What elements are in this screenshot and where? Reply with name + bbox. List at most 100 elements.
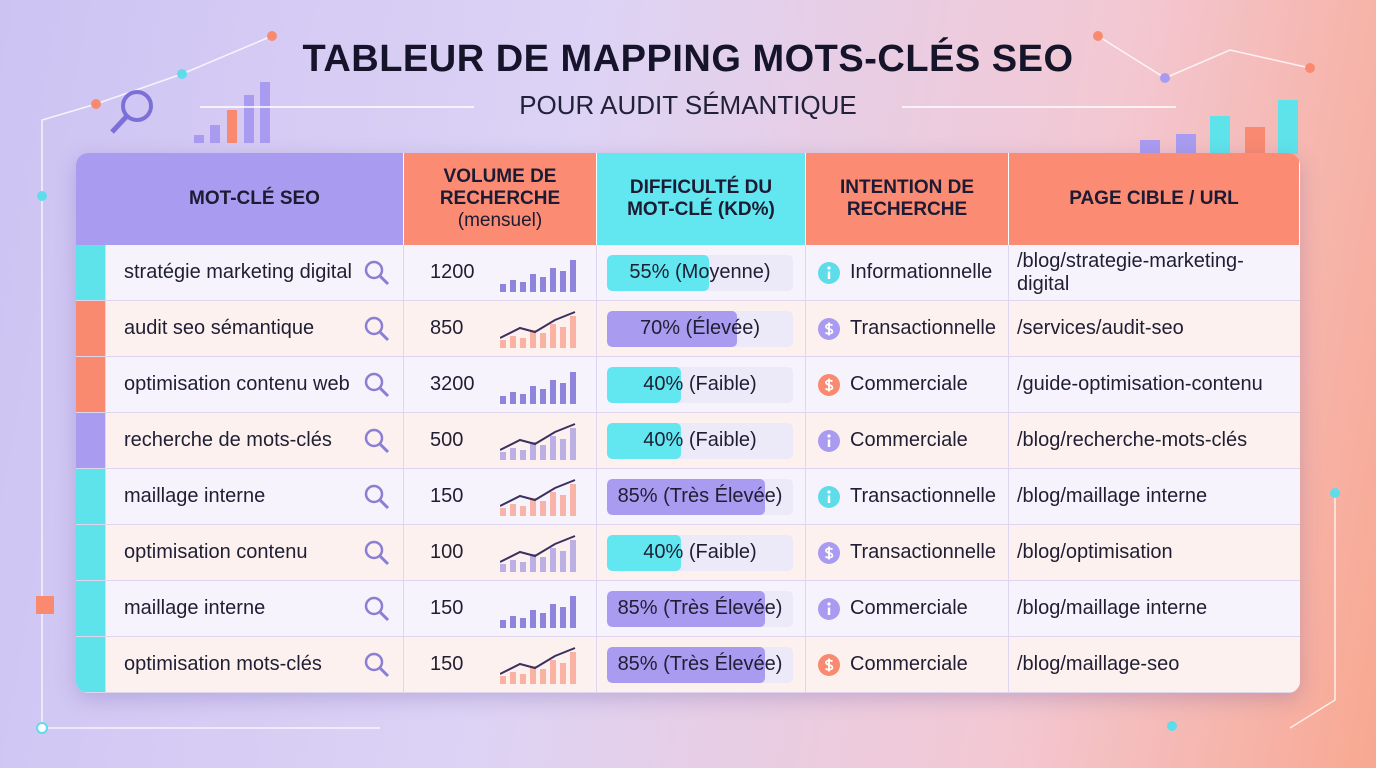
keyword-cell: stratégie marketing digital xyxy=(106,245,404,301)
intent: Commerciale xyxy=(850,597,968,619)
trend-bar xyxy=(510,503,516,516)
kd-bar-track: 40% (Faible) xyxy=(607,366,793,403)
url-cell: /guide-optimisation-contenu xyxy=(1009,357,1300,413)
keyword: maillage interne xyxy=(124,485,266,507)
intent: Commerciale xyxy=(850,373,968,395)
search-icon xyxy=(364,316,390,341)
header-cell: INTENTION DE RECHERCHE xyxy=(806,153,1009,245)
trend-bar xyxy=(530,665,536,684)
trend-bar xyxy=(510,335,516,348)
kd-label: 40% (Faible) xyxy=(643,541,757,563)
icon-dot xyxy=(827,489,831,494)
trend-line xyxy=(500,646,576,675)
keyword-cell: maillage interne xyxy=(106,581,404,637)
intent-icon xyxy=(818,261,840,284)
header-title: MOT-CLÉ SEO xyxy=(189,188,320,209)
handle xyxy=(378,554,390,565)
trend-bar xyxy=(500,619,506,628)
intent-icon xyxy=(818,653,840,676)
kd-bar xyxy=(607,534,682,571)
trend-line xyxy=(500,478,576,507)
url-cell: /blog/strategie-marketing-digital xyxy=(1009,245,1300,301)
lens xyxy=(364,540,384,559)
trend-bar xyxy=(570,539,576,572)
trend-bar xyxy=(570,595,576,628)
kd-cell: 40% (Faible) xyxy=(597,413,806,469)
kd-cell: 85% (Très Élevée) xyxy=(597,581,806,637)
keyword-cell: optimisation contenu xyxy=(106,525,404,581)
trend-bar xyxy=(550,379,556,404)
trend-bar xyxy=(520,561,526,572)
trend-bar xyxy=(540,444,546,460)
volume-cell: 150 xyxy=(404,637,597,693)
kd-bar xyxy=(607,646,766,683)
trend-line xyxy=(500,310,576,339)
volume: 3200 xyxy=(430,373,475,395)
trend-bar xyxy=(550,547,556,572)
kd-cell: 70% (Élevée) xyxy=(597,301,806,357)
trend-icon xyxy=(500,646,576,684)
lens xyxy=(364,428,384,447)
url-cell: /blog/maillage interne xyxy=(1009,581,1300,637)
url: /blog/strategie-marketing-digital xyxy=(1017,249,1244,295)
kd-cell: 85% (Très Élevée) xyxy=(597,637,806,693)
kd-label: 85% (Très Élevée) xyxy=(617,653,783,675)
trend-icon xyxy=(500,478,576,516)
trend-bar xyxy=(530,329,536,348)
volume: 150 xyxy=(430,597,464,619)
search-icon xyxy=(364,260,390,285)
keyword: stratégie marketing digital xyxy=(124,261,352,283)
icon-dollar xyxy=(824,378,834,391)
keyword: maillage interne xyxy=(124,597,266,619)
header-title: PAGE CIBLE / URL xyxy=(1069,188,1239,209)
trend-bar xyxy=(540,276,546,292)
row-accent xyxy=(76,581,106,637)
intent-icon xyxy=(818,373,840,396)
lens xyxy=(364,484,384,503)
trend-bar xyxy=(540,500,546,516)
kd-bar xyxy=(607,478,766,515)
intent-cell: Transactionnelle xyxy=(806,301,1009,357)
kd-bar-track: 85% (Très Élevée) xyxy=(607,590,793,627)
volume: 850 xyxy=(430,317,464,339)
url-cell: /blog/optimisation xyxy=(1009,525,1300,581)
kd-bar xyxy=(607,590,766,627)
trend-bar xyxy=(500,507,506,516)
url-cell: /blog/recherche-mots-clés xyxy=(1009,413,1300,469)
header-cell: DIFFICULTÉ DU MOT-CLÉ (KD%) xyxy=(597,153,806,245)
trend-icon xyxy=(500,534,576,572)
volume: 150 xyxy=(430,485,464,507)
lens xyxy=(364,372,384,391)
search-icon xyxy=(364,484,390,509)
keyword-cell: optimisation contenu web xyxy=(106,357,404,413)
icon-dot xyxy=(827,265,831,270)
trend-icon xyxy=(500,422,576,460)
trend-bar xyxy=(520,617,526,628)
kd-bar-track: 40% (Faible) xyxy=(607,534,793,571)
kd-bar xyxy=(607,422,682,459)
header-title: DIFFICULTÉ DU MOT-CLÉ (KD%) xyxy=(627,177,775,220)
url-cell: /blog/maillage interne xyxy=(1009,469,1300,525)
header-cell: MOT-CLÉ SEO xyxy=(106,153,404,245)
trend-bar xyxy=(540,556,546,572)
keyword-cell: recherche de mots-clés xyxy=(106,413,404,469)
trend-bar xyxy=(510,671,516,684)
trend-bar xyxy=(560,270,566,292)
volume: 500 xyxy=(430,429,464,451)
handle xyxy=(378,274,390,285)
kd-bar xyxy=(607,366,682,403)
header-cell: PAGE CIBLE / URL xyxy=(1009,153,1300,245)
kd-label: 40% (Faible) xyxy=(643,429,757,451)
trend-bar xyxy=(520,505,526,516)
trend-bar xyxy=(510,279,516,292)
intent-cell: Commerciale xyxy=(806,357,1009,413)
keyword-table: MOT-CLÉ SEO VOLUME DE RECHERCHE (mensuel) D… xyxy=(76,153,1300,693)
volume-cell: 150 xyxy=(404,469,597,525)
trend-bar xyxy=(520,337,526,348)
trend-icon xyxy=(500,259,576,292)
trend-bar xyxy=(560,550,566,572)
search-icon xyxy=(364,428,390,453)
trend-bar xyxy=(560,606,566,628)
volume-cell: 500 xyxy=(404,413,597,469)
row-accent xyxy=(76,525,106,581)
